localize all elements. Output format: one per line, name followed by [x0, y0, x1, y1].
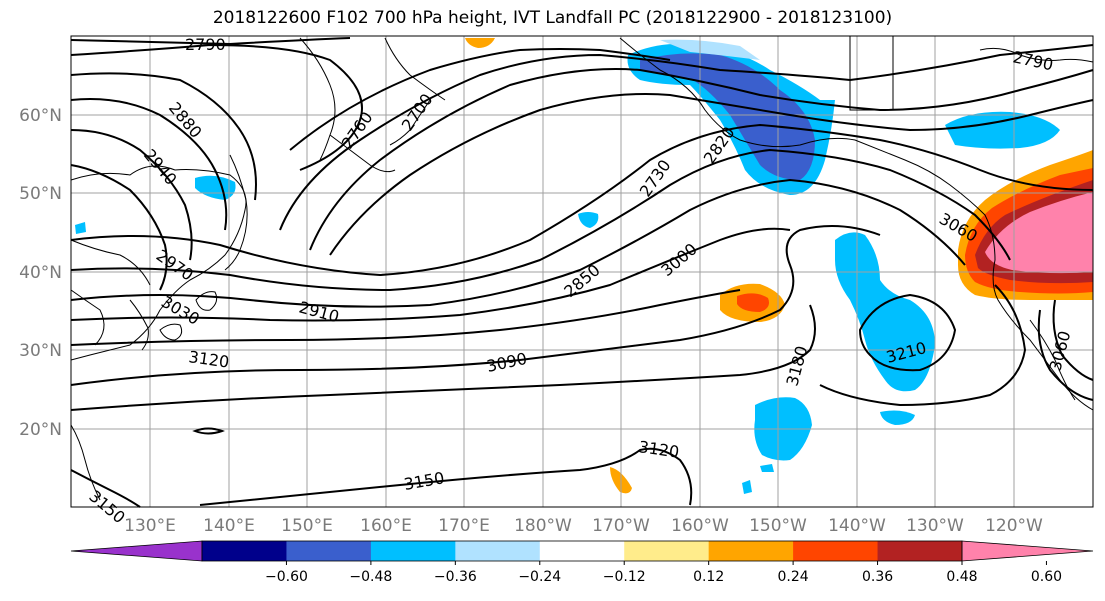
colorbar-segment: [539, 541, 625, 561]
colorbar-tick-label: 0.60: [1031, 569, 1062, 585]
colorbar-segment: [793, 541, 879, 561]
shade-negative-core: [640, 53, 815, 181]
contour-line: [289, 48, 671, 151]
lon-label: 130°W: [906, 516, 964, 536]
lon-label: 140°E: [203, 516, 255, 536]
contour-line: [70, 164, 168, 291]
contour-line: [329, 93, 1094, 256]
contour-line: [192, 427, 225, 435]
lon-label: 160°W: [671, 516, 729, 536]
longitude-labels: 130°E 140°E 150°E 160°E 170°E 180°W 170°…: [124, 516, 1043, 536]
shade-negative-blob: [760, 464, 774, 472]
lon-label: 170°E: [438, 516, 490, 536]
lat-label: 60°N: [19, 106, 62, 126]
colorbar-segment: [708, 541, 794, 561]
coastlines: [70, 36, 1094, 501]
map-title: 2018122600 F102 700 hPa height, IVT Land…: [212, 8, 893, 28]
colorbar-tick-label: −0.60: [265, 569, 308, 585]
contour-line: [70, 98, 228, 231]
colorbar-segment: [202, 541, 287, 561]
lon-label: 130°E: [124, 516, 176, 536]
colorbar-tick-label: 0.24: [778, 569, 809, 585]
lon-label: 170°W: [592, 516, 650, 536]
shade-positive-region: [985, 192, 1093, 274]
shade-negative-blob: [742, 480, 752, 494]
shade-negative-blob: [945, 111, 1060, 149]
lat-label: 40°N: [19, 263, 62, 283]
colorbar-segment: [455, 541, 541, 561]
contour-line: [70, 148, 1011, 292]
colorbar: −0.60 −0.48 −0.36 −0.24 −0.12 0.12 0.24 0.36 0.4…: [70, 540, 1094, 585]
contour-line: [858, 293, 957, 372]
shade-positive-core: [737, 293, 769, 312]
shade-negative-blob: [880, 410, 915, 425]
contour-line: [1052, 299, 1094, 381]
contour-line: [70, 72, 257, 201]
contour-line: [70, 43, 363, 171]
height-contours: [70, 37, 1094, 508]
map-frame: [70, 35, 1094, 508]
contour-labels: 2790 2790 2880 2940 2760 2700 2730 2820 …: [85, 35, 1074, 527]
lat-label: 30°N: [19, 341, 62, 361]
lon-label: 140°W: [828, 516, 886, 536]
shade-negative-blob: [195, 175, 236, 200]
colorbar-segment: [370, 541, 456, 561]
lon-label: 160°E: [360, 516, 412, 536]
contour-line: [279, 44, 1094, 231]
graticule: [71, 36, 1093, 507]
colorbar-tick-label: −0.24: [518, 569, 561, 585]
shade-negative-blob: [578, 212, 599, 228]
lat-label: 20°N: [19, 420, 62, 440]
colorbar-segment: [877, 541, 963, 561]
contour-line: [70, 469, 141, 508]
contour-line: [70, 129, 193, 261]
contour-line: [819, 284, 1027, 407]
contour-line: [70, 37, 351, 46]
colorbar-tick-label: 0.48: [946, 569, 977, 585]
colorbar-tick-label: −0.48: [349, 569, 392, 585]
colorbar-tick-label: −0.12: [603, 569, 646, 585]
contour-line: [199, 447, 693, 506]
shade-negative-edge: [660, 39, 760, 60]
contour-label: 2790: [185, 35, 226, 54]
contour-line: [70, 178, 966, 308]
lon-label: 150°E: [281, 516, 333, 536]
colorbar-outline: [201, 540, 963, 562]
lon-label: 150°W: [749, 516, 807, 536]
contour-line: [70, 227, 791, 322]
contour-line: [70, 304, 816, 411]
colorbar-segment: [624, 541, 710, 561]
latitude-labels: 60°N 50°N 40°N 30°N 20°N: [19, 106, 62, 440]
lon-label: 120°W: [985, 516, 1043, 536]
colorbar-tick-label: 0.36: [862, 569, 893, 585]
colorbar-segment: [286, 541, 372, 561]
contour-line: [1037, 309, 1094, 401]
shade-positive-blob: [465, 38, 495, 48]
contour-line: [70, 225, 881, 386]
shade-negative-blob: [75, 222, 86, 234]
colorbar-tick-label: 0.12: [693, 569, 724, 585]
contour-line: [70, 289, 741, 346]
contour-line: [70, 123, 1094, 277]
contour-line: [309, 68, 1094, 251]
colorbar-extend-low: [70, 540, 203, 562]
colorbar-tick-label: −0.36: [434, 569, 477, 585]
lat-label: 50°N: [19, 184, 62, 204]
colorbar-extend-high: [961, 540, 1094, 562]
lon-label: 180°W: [514, 516, 572, 536]
